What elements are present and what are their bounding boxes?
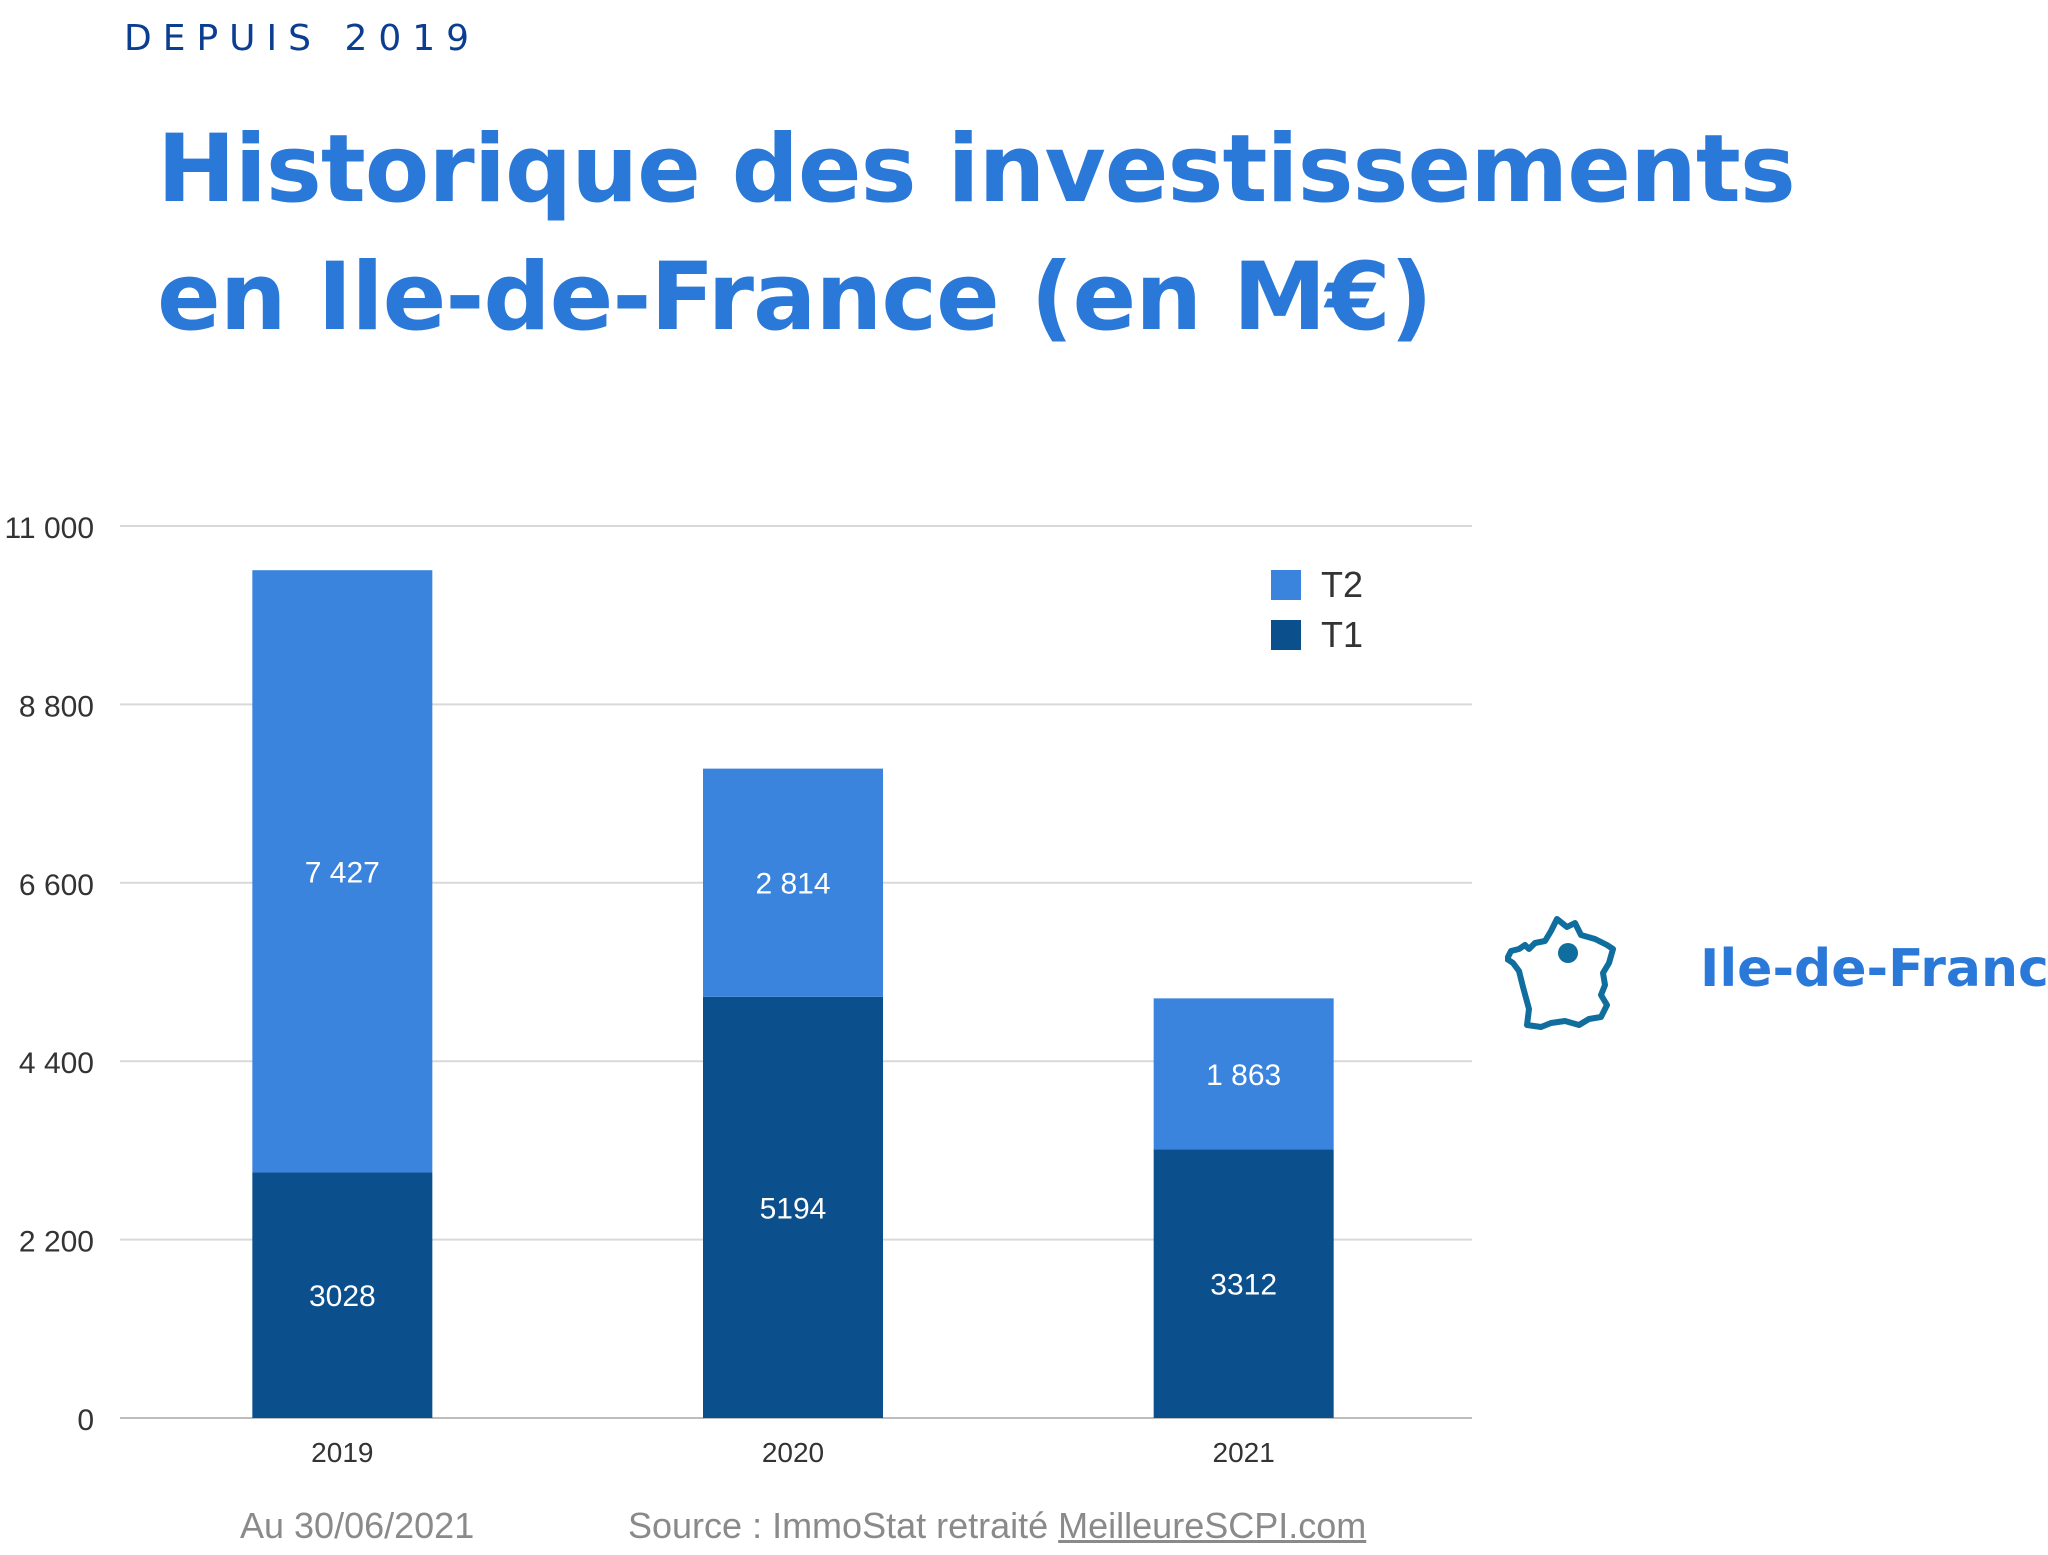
y-tick-label: 11 000	[4, 512, 94, 545]
x-tick-label: 2021	[1213, 1437, 1275, 1468]
data-label: 3312	[1210, 1269, 1277, 1302]
legend-swatch-t1	[1271, 620, 1301, 650]
legend-label-t1: T1	[1321, 614, 1363, 655]
y-tick-label: 2 200	[19, 1226, 94, 1259]
data-label: 3028	[309, 1280, 376, 1313]
stacked-bar-chart: 0 2 200 4 400 6 600 8 800 11 000 3028 7 427 519…	[4, 512, 1472, 1468]
data-label: 1 863	[1206, 1059, 1281, 1092]
y-tick-label: 6 600	[19, 869, 94, 902]
y-tick-label: 8 800	[19, 690, 94, 723]
data-label: 5194	[760, 1192, 827, 1225]
x-tick-label: 2019	[311, 1437, 373, 1468]
legend-swatch-t2	[1271, 570, 1301, 600]
data-label: 7 427	[305, 856, 380, 889]
bar-t1-2021	[1153, 1149, 1334, 1418]
bars-layer: 3028 7 427 5194 2 814 3312 1 863	[252, 570, 1334, 1418]
region-callout: Ile-de-France	[1504, 905, 2048, 1035]
source-link[interactable]: MeilleureSCPI.com	[1058, 1505, 1367, 1546]
eyebrow-text: DEPUIS 2019	[124, 18, 481, 59]
bar-t2-2019	[252, 570, 433, 1173]
footer-source: Source : ImmoStat retraité MeilleureSCPI…	[628, 1505, 1366, 1547]
title-line-1: Historique des investissements	[157, 115, 1796, 224]
bar-t2-2020	[703, 768, 883, 997]
y-tick-label: 0	[77, 1404, 94, 1437]
data-label: 2 814	[755, 868, 830, 901]
page-title: Historique des investissements en Ile-de…	[157, 106, 1796, 362]
y-axis-labels: 0 2 200 4 400 6 600 8 800 11 000	[4, 512, 94, 1437]
region-label: Ile-de-France	[1700, 939, 2048, 999]
bar-t2-2021	[1153, 998, 1334, 1150]
bar-t1-2019	[252, 1172, 433, 1418]
source-prefix: Source : ImmoStat retraité	[628, 1505, 1059, 1546]
legend-label-t2: T2	[1321, 564, 1363, 605]
footer-date: Au 30/06/2021	[240, 1505, 475, 1546]
y-tick-label: 4 400	[19, 1047, 94, 1080]
x-tick-label: 2020	[762, 1437, 824, 1468]
x-axis-labels: 2019 2020 2021	[311, 1437, 1275, 1468]
france-map-icon	[1504, 916, 1616, 1030]
title-line-2: en Ile-de-France (en M€)	[157, 243, 1433, 352]
bar-t1-2020	[703, 996, 883, 1418]
